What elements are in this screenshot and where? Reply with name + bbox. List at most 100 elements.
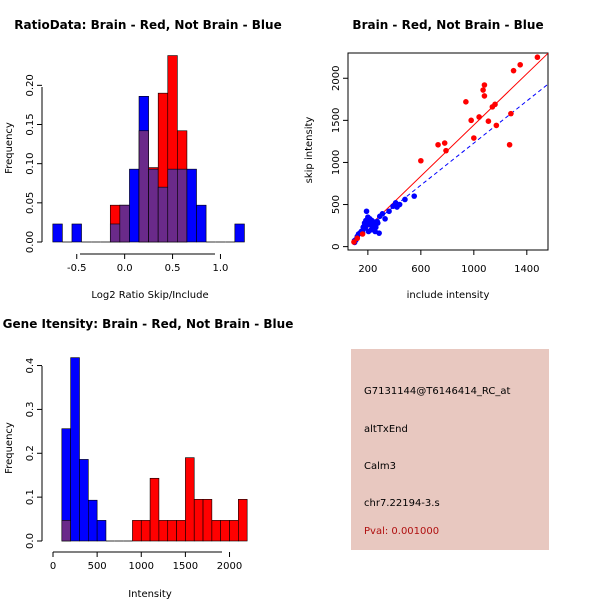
intensity-title: Gene Itensity: Brain - Red, Not Brain - … <box>3 317 294 331</box>
intensity-ytick-label-4: 0.4 <box>25 358 36 374</box>
intensity-ytick-label-0: 0.0 <box>25 533 36 549</box>
scatter-point-brain-4 <box>435 141 441 148</box>
scatter-xtick-label-0: 200 <box>358 264 377 275</box>
scatter-point-notbrain-37 <box>402 196 408 203</box>
genomic-location: chr7.22194-3.s <box>364 498 440 509</box>
scatter-point-brain-5 <box>441 140 448 146</box>
scatter-point-notbrain-36 <box>396 201 403 208</box>
ratio-xtick-label-1: 0.0 <box>117 263 133 274</box>
scatter-ytick-label-4: 2000 <box>331 66 342 91</box>
scatter-point-notbrain-38 <box>411 193 418 199</box>
ratio-bar-overlap-10 <box>148 168 159 243</box>
intensity-bar-brain-18 <box>220 520 230 542</box>
ratio-bar-overlap-9 <box>138 130 149 243</box>
scatter-point-brain-2 <box>359 231 366 237</box>
intensity-bar-brain-15 <box>193 499 204 542</box>
intensity-bar-brain-16 <box>202 499 213 542</box>
ratio-bar-overlap-11 <box>157 186 169 243</box>
scatter-y-ticks: 0 500 1000 1500 2000 <box>331 66 348 250</box>
ratio-histogram: RatioData: Brain - Red, Not Brain - Blue… <box>4 18 282 301</box>
scatter-xtick-label-3: 1400 <box>514 264 539 275</box>
probe-info-panel: G7131144@T6146414_RC_at altTxEnd Calm3 c… <box>351 349 549 550</box>
scatter-point-brain-11 <box>480 87 486 93</box>
intensity-x-ticks: 0 500 1000 1500 2000 <box>50 552 242 572</box>
scatter-point-notbrain-30 <box>379 210 386 217</box>
intensity-bar-overlap-0 <box>61 520 71 542</box>
scatter-point-notbrain-27 <box>375 220 381 226</box>
ratio-x-ticks: -0.5 0.0 0.5 1.0 <box>67 254 228 274</box>
intensity-x-label: Intensity <box>128 589 172 600</box>
intensity-ytick-label-3: 0.3 <box>25 401 36 417</box>
ratio-ytick-label-3: 0.15 <box>25 113 36 135</box>
intensity-bar-notbrain-3 <box>88 499 98 542</box>
scatter-point-brain-7 <box>463 99 469 105</box>
scatter-y-label: skip intensity <box>304 117 315 184</box>
scatter-point-notbrain-32 <box>386 208 392 215</box>
intensity-bar-brain-11 <box>158 520 169 542</box>
ratio-y-ticks: 0.00 0.05 0.10 0.15 0.20 <box>25 74 42 253</box>
scatter-point-notbrain-31 <box>382 216 388 222</box>
ratio-bar-overlap-13 <box>177 168 188 243</box>
scatter-point-brain-16 <box>492 101 498 108</box>
intensity-bar-brain-20 <box>238 499 248 542</box>
intensity-xtick-label-2: 1000 <box>129 561 154 572</box>
scatter-point-brain-6 <box>443 147 449 154</box>
scatter-ytick-label-0: 0 <box>331 243 342 249</box>
intensity-bar-brain-19 <box>229 520 239 542</box>
intensity-y-label: Frequency <box>4 422 15 474</box>
scatter-point-brain-0 <box>351 239 357 245</box>
intensity-bar-brain-17 <box>211 520 221 542</box>
gene-intensity-histogram: Gene Itensity: Brain - Red, Not Brain - … <box>3 317 294 600</box>
intensity-bar-brain-8 <box>132 520 142 542</box>
scatter-frame <box>347 52 549 251</box>
ratio-bar-notbrain-0 <box>52 223 63 243</box>
ratio-bar-overlap-7 <box>119 204 130 243</box>
ratio-bar-overlap-6 <box>109 223 121 243</box>
scatter-ytick-label-3: 1500 <box>331 108 342 133</box>
ratio-xtick-label-2: 0.5 <box>165 263 181 274</box>
scatter-point-notbrain-25 <box>373 224 379 231</box>
ratio-bar-notbrain-8 <box>129 168 140 243</box>
intensity-bar-notbrain-4 <box>96 520 107 542</box>
intensity-bar-brain-12 <box>167 520 177 542</box>
scatter-point-brain-17 <box>493 122 500 129</box>
scatter-point-brain-20 <box>510 67 517 74</box>
scatter-point-brain-12 <box>481 82 488 88</box>
intensity-xtick-label-4: 2000 <box>217 561 242 572</box>
gene-name: Calm3 <box>364 461 396 472</box>
scatter-title: Brain - Red, Not Brain - Blue <box>352 18 543 32</box>
intensity-xtick-label-0: 0 <box>50 561 56 572</box>
scatter-points <box>351 54 541 246</box>
scatter-ytick-label-1: 500 <box>331 195 342 214</box>
scatter-point-brain-10 <box>476 114 482 120</box>
scatter-xtick-label-2: 1000 <box>461 264 486 275</box>
probe-id: G7131144@T6146414_RC_at <box>364 386 511 397</box>
intensity-ytick-label-2: 0.2 <box>25 445 36 461</box>
ratio-ytick-label-2: 0.10 <box>25 153 36 175</box>
ratio-bar-overlap-12 <box>167 168 178 243</box>
ratio-ytick-label-0: 0.00 <box>25 231 36 253</box>
ratio-title: RatioData: Brain - Red, Not Brain - Blue <box>14 18 281 32</box>
ratio-y-label: Frequency <box>4 122 15 174</box>
intensity-bar-brain-13 <box>176 520 186 542</box>
scatter-fit-lines <box>351 52 549 244</box>
ratio-bar-notbrain-19 <box>234 223 245 243</box>
ratio-bar-notbrain-15 <box>196 204 207 243</box>
intensity-bar-brain-10 <box>149 477 160 542</box>
ratio-bars <box>52 55 245 243</box>
intensity-xtick-label-3: 1500 <box>173 561 198 572</box>
intensity-xtick-label-1: 500 <box>88 561 107 572</box>
event-type: altTxEnd <box>364 424 408 435</box>
scatter-point-brain-3 <box>418 157 424 164</box>
scatter-ytick-label-2: 1000 <box>331 150 342 175</box>
scatter-point-brain-22 <box>534 54 541 61</box>
scatter-point-brain-14 <box>485 118 492 124</box>
scatter-x-label: include intensity <box>407 290 490 301</box>
intensity-ytick-label-1: 0.1 <box>25 489 36 505</box>
scatter-point-brain-18 <box>506 141 513 148</box>
intensity-scatter: Brain - Red, Not Brain - Blue 0 500 1000 15… <box>304 18 549 301</box>
scatter-point-brain-9 <box>471 135 477 141</box>
scatter-xtick-label-1: 600 <box>411 264 430 275</box>
scatter-point-brain-13 <box>481 93 488 99</box>
